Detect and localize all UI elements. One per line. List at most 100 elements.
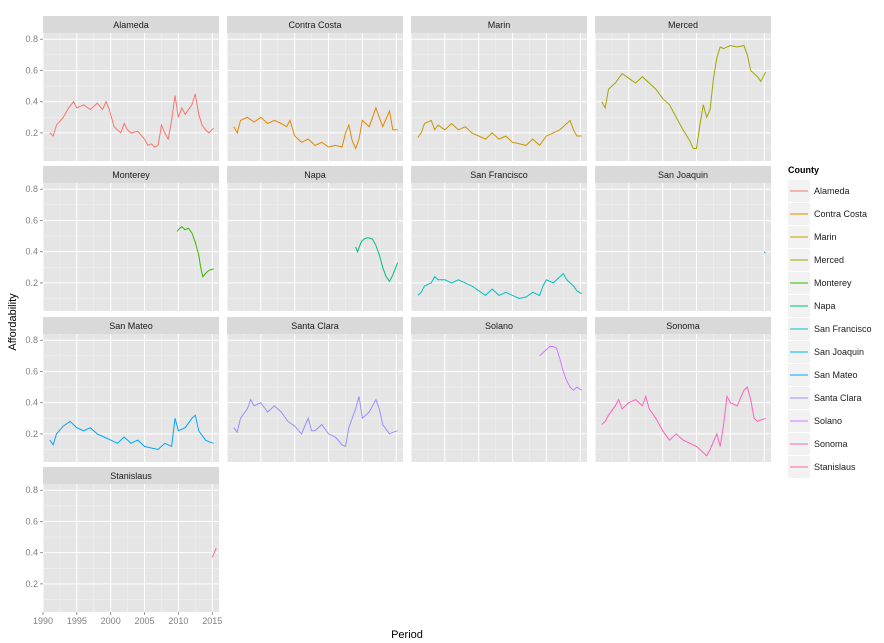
legend: County Alameda Contra Costa Marin Merced Mon… — [788, 165, 872, 478]
y-tick-label: 0.4 — [25, 548, 38, 558]
facet-napa: Napa — [226, 166, 403, 311]
panel-background — [43, 334, 219, 462]
facet-strip-label: Solano — [485, 321, 513, 331]
facet-strip-label: Alameda — [113, 20, 149, 30]
series-line-solano — [539, 346, 582, 391]
facet-strip — [411, 16, 587, 33]
legend-label: Alameda — [814, 186, 850, 196]
legend-item-solano: Solano — [788, 410, 842, 432]
legend-item-monterey: Monterey — [788, 272, 852, 294]
facet-strip — [227, 16, 403, 33]
panel-background — [595, 183, 771, 311]
axes: 0.2 0.4 0.6 0.8 0.2 0.4 0.6 0.8 0.2 0.4 0.6 0.8 0.2 0… — [25, 34, 222, 626]
legend-label: San Mateo — [814, 370, 858, 380]
legend-label: Napa — [814, 301, 836, 311]
series-line-sonoma — [601, 386, 766, 457]
legend-label: Stanislaus — [814, 462, 856, 472]
facet-strip-label: Monterey — [112, 170, 150, 180]
panel-background — [411, 33, 587, 161]
y-tick-label: 0.2 — [25, 579, 38, 589]
legend-item-san-joaquin: San Joaquin — [788, 341, 864, 363]
facet-solano: Solano — [410, 317, 587, 462]
facet-strip — [595, 16, 771, 33]
facet-strip-label: San Joaquin — [658, 170, 708, 180]
facet-panels: Alameda Contra Costa Marin Merced Monterey Na… — [42, 16, 771, 612]
x-tick-label: 1995 — [67, 616, 87, 626]
panel-background — [595, 33, 771, 161]
series-line-contra-costa — [233, 106, 398, 150]
series-line-santa-clara — [233, 396, 398, 448]
legend-label: San Joaquin — [814, 347, 864, 357]
panel-background — [43, 484, 219, 612]
x-tick-label: 2000 — [101, 616, 121, 626]
legend-item-santa-clara: Santa Clara — [788, 387, 862, 409]
x-tick-label: 1990 — [33, 616, 53, 626]
y-tick-label: 0.8 — [25, 184, 38, 194]
legend-item-san-francisco: San Francisco — [788, 318, 872, 340]
series-line-san-francisco — [417, 272, 582, 300]
panel-background — [595, 334, 771, 462]
facet-strip — [43, 467, 219, 484]
y-tick-label: 0.4 — [25, 97, 38, 107]
facet-san-joaquin: San Joaquin — [594, 166, 771, 311]
facet-strip-label: Napa — [304, 170, 326, 180]
legend-label: San Francisco — [814, 324, 872, 334]
legend-title: County — [788, 165, 819, 175]
facet-strip — [595, 317, 771, 334]
legend-label: Monterey — [814, 278, 852, 288]
x-tick-label: 2015 — [202, 616, 222, 626]
facet-santa-clara: Santa Clara — [226, 317, 403, 462]
facet-stanislaus: Stanislaus — [42, 467, 219, 612]
y-tick-label: 0.6 — [25, 516, 38, 526]
legend-label: Merced — [814, 255, 844, 265]
series-line-merced — [601, 44, 767, 149]
legend-item-stanislaus: Stanislaus — [788, 456, 856, 478]
panel-background — [43, 33, 219, 161]
y-tick-label: 0.2 — [25, 429, 38, 439]
facet-strip — [227, 317, 403, 334]
x-tick-label: 2005 — [135, 616, 155, 626]
facet-strip — [411, 317, 587, 334]
series-line-alameda — [49, 93, 214, 148]
facet-strip — [43, 16, 219, 33]
series-line-san-mateo — [49, 414, 214, 451]
panel-background — [227, 33, 403, 161]
facet-strip-label: Contra Costa — [288, 20, 341, 30]
facet-strip-label: Merced — [668, 20, 698, 30]
facet-marin: Marin — [410, 16, 587, 161]
facet-san-francisco: San Francisco — [410, 166, 587, 311]
panel-background — [227, 334, 403, 462]
panel-background — [411, 334, 587, 462]
y-tick-label: 0.8 — [25, 34, 38, 44]
panel-background — [227, 183, 403, 311]
series-line-napa — [355, 237, 399, 283]
y-axis-title: Affordability — [7, 293, 19, 351]
y-tick-label: 0.2 — [25, 128, 38, 138]
y-tick-label: 0.8 — [25, 485, 38, 495]
facet-strip — [43, 166, 219, 183]
y-tick-label: 0.2 — [25, 278, 38, 288]
x-axis-title: Period — [391, 629, 423, 641]
y-tick-label: 0.8 — [25, 335, 38, 345]
legend-item-contra-costa: Contra Costa — [788, 203, 867, 225]
legend-label: Sonoma — [814, 439, 848, 449]
facet-strip-label: San Francisco — [470, 170, 528, 180]
x-tick-label: 2010 — [168, 616, 188, 626]
y-tick-label: 0.4 — [25, 398, 38, 408]
facet-strip — [227, 166, 403, 183]
series-line-marin — [417, 119, 582, 147]
y-tick-label: 0.4 — [25, 247, 38, 257]
series-line-san-joaquin — [763, 251, 766, 254]
facet-strip-label: San Mateo — [109, 321, 153, 331]
facet-contra-costa: Contra Costa — [226, 16, 403, 161]
facet-sonoma: Sonoma — [594, 317, 771, 462]
legend-item-alameda: Alameda — [788, 180, 850, 202]
legend-item-sonoma: Sonoma — [788, 433, 848, 455]
y-tick-label: 0.6 — [25, 215, 38, 225]
y-tick-label: 0.6 — [25, 366, 38, 376]
facet-strip-label: Sonoma — [666, 321, 700, 331]
facet-strip — [595, 166, 771, 183]
facet-san-mateo: San Mateo — [42, 317, 219, 462]
facet-merced: Merced — [594, 16, 771, 161]
